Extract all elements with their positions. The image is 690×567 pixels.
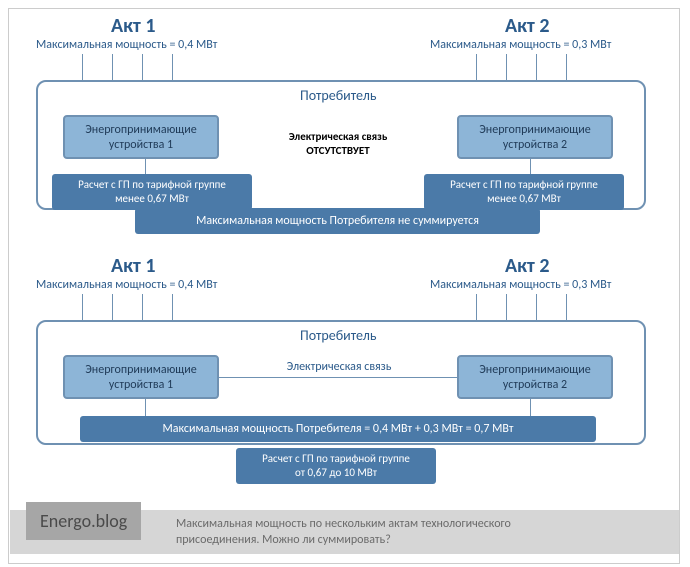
top-center-line2: ОТСУТСТВУЕТ bbox=[306, 144, 369, 157]
bottom-device1: Энергопринимающие устройства 1 bbox=[63, 355, 219, 399]
bottom-act1-title: Акт 1 bbox=[111, 254, 155, 278]
top-calc1-l2: менее 0,67 МВт bbox=[115, 192, 189, 205]
conn bbox=[145, 159, 146, 174]
top-device2: Энергопринимающие устройства 2 bbox=[457, 115, 613, 159]
bottom-device2: Энергопринимающие устройства 2 bbox=[457, 355, 613, 399]
top-act2-title: Акт 2 bbox=[505, 14, 549, 38]
bottom-act2-power: Максимальная мощность = 0,3 МВт bbox=[430, 278, 611, 292]
footer-logo: Energo.blog bbox=[26, 502, 141, 540]
top-calc1: Расчет с ГП по тарифной группе менее 0,6… bbox=[52, 174, 252, 210]
bottom-center: Электрическая связь bbox=[269, 360, 409, 374]
conn bbox=[530, 399, 531, 416]
conn bbox=[530, 159, 531, 174]
bottom-summary: Максимальная мощность Потребителя = 0,4 … bbox=[80, 416, 596, 442]
footer-text-2: присоединения. Можно ли суммировать? bbox=[176, 533, 391, 547]
top-device1: Энергопринимающие устройства 1 bbox=[63, 115, 219, 159]
conn bbox=[145, 399, 146, 416]
bottom-act2-title: Акт 2 bbox=[505, 254, 549, 278]
top-calc2-l1: Расчет с ГП по тарифной группе bbox=[450, 178, 598, 191]
footer-text: Максимальная мощность по нескольким акта… bbox=[176, 516, 666, 548]
top-act1-title: Акт 1 bbox=[111, 14, 155, 38]
top-summary: Максимальная мощность Потребителя не сум… bbox=[135, 208, 540, 234]
top-center-line1: Электрическая связь bbox=[289, 130, 388, 143]
top-calc2: Расчет с ГП по тарифной группе менее 0,6… bbox=[424, 174, 624, 210]
top-act1-power: Максимальная мощность = 0,4 МВт bbox=[36, 38, 217, 52]
bottom-connector bbox=[219, 377, 457, 378]
top-calc2-l2: менее 0,67 МВт bbox=[487, 192, 561, 205]
bottom-calc-l2: от 0,67 до 10 МВт bbox=[295, 466, 377, 479]
top-act2-power: Максимальная мощность = 0,3 МВт bbox=[430, 38, 611, 52]
bottom-consumer-title: Потребитель bbox=[300, 327, 377, 344]
top-calc1-l1: Расчет с ГП по тарифной группе bbox=[78, 178, 226, 191]
bottom-calc: Расчет с ГП по тарифной группе от 0,67 д… bbox=[236, 448, 436, 484]
top-consumer-title: Потребитель bbox=[300, 87, 377, 104]
footer-text-1: Максимальная мощность по нескольким акта… bbox=[176, 517, 511, 531]
top-center-text: Электрическая связь ОТСУТСТВУЕТ bbox=[268, 130, 408, 159]
bottom-calc-l1: Расчет с ГП по тарифной группе bbox=[262, 452, 410, 465]
bottom-act1-power: Максимальная мощность = 0,4 МВт bbox=[36, 278, 217, 292]
